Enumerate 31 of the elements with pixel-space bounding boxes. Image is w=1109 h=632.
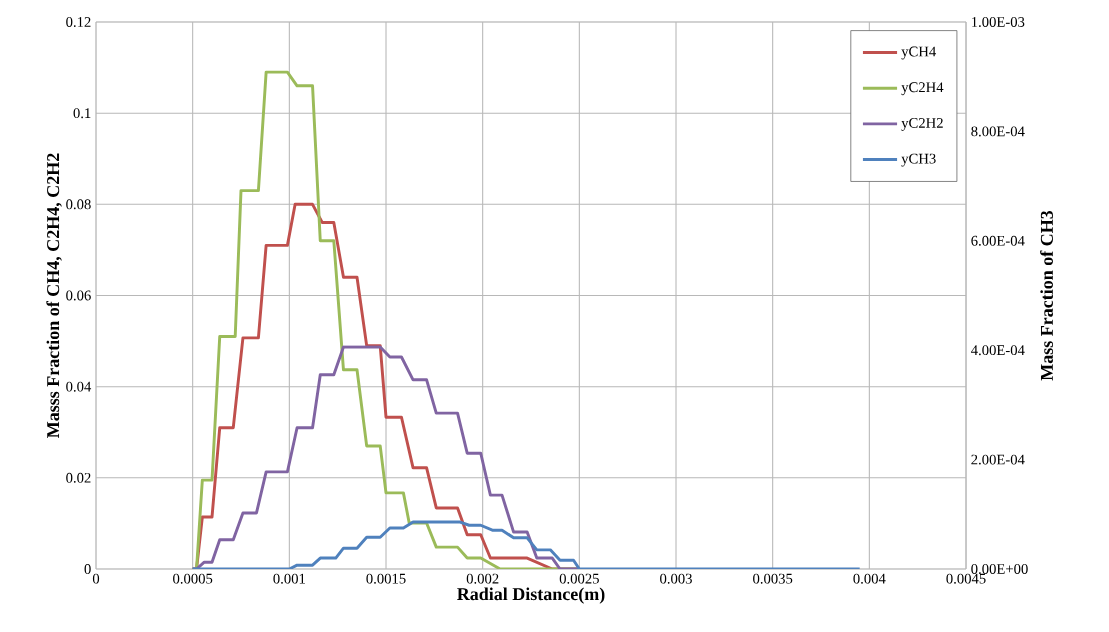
y2-tick-label: 0.00E+00 [971,564,1028,574]
y-axis-title: Masss Fraction of CH4, C2H4, C2H2 [46,153,62,438]
x-tick-label: 0.0015 [366,573,406,584]
y-tick-label: 0.12 [66,17,91,27]
x-tick-label: 0.0005 [173,573,213,584]
x-axis-title: Radial Distance(m) [457,587,605,604]
x-tick-label: 0.0035 [753,573,793,584]
legend-label: yCH3 [901,153,936,167]
y2-axis-title: Mass Fraction of CH3 [1040,210,1053,381]
x-tick-label: 0.001 [273,573,305,584]
y2-tick-label: 6.00E-04 [971,235,1025,246]
y-tick-label: 0.1 [73,108,91,119]
y2-tick-label: 1.00E-03 [972,17,1025,27]
y-tick-label: 0.04 [66,381,92,392]
y2-tick-label: 2.00E-04 [971,454,1025,465]
x-tick-label: 0.004 [853,573,886,584]
x-tick-label: 0.0025 [559,573,599,584]
y-tick-label: 0.08 [66,199,91,210]
x-tick-label: 0.0045 [946,573,986,584]
legend-label: yC2H2 [901,118,943,131]
line-series [191,520,862,569]
legend-label: yC2H4 [901,82,944,96]
y-tick-label: 0 [84,564,91,574]
x-tick-label: 0.002 [466,573,499,584]
legend-label: yCH4 [901,46,937,60]
y-tick-label: 0.06 [66,290,91,301]
x-tick-label: 0 [92,573,100,584]
x-tick-label: 0.003 [660,573,692,584]
y2-tick-label: 8.00E-04 [971,126,1025,137]
y-tick-label: 0.02 [66,472,91,483]
y2-tick-label: 4.00E-04 [971,345,1025,356]
